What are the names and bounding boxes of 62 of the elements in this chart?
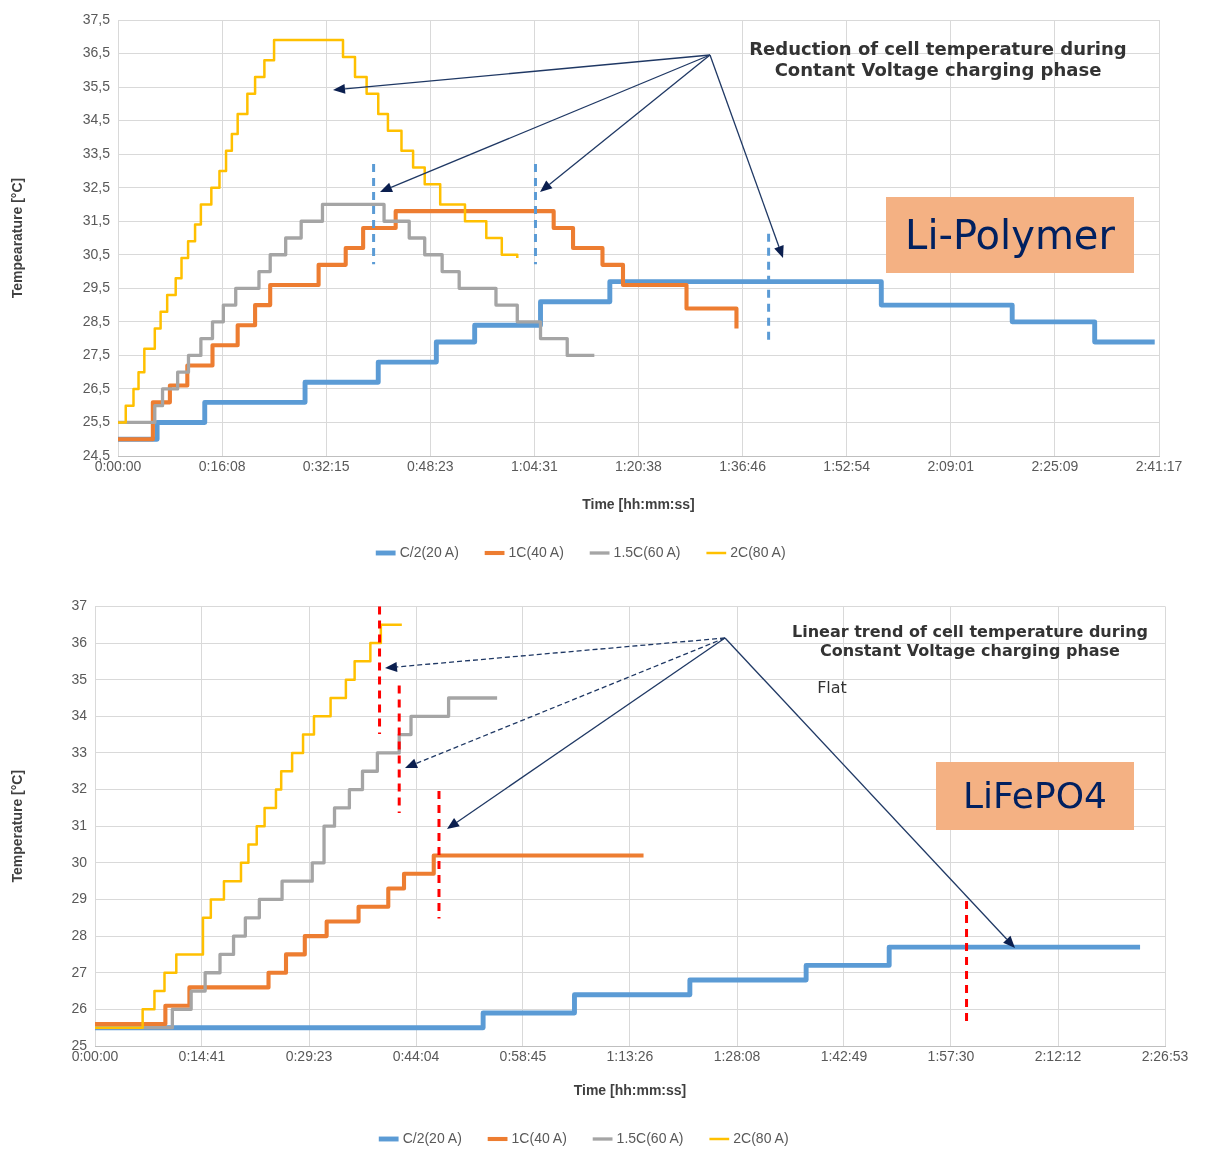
annotation: Reduction of cell temperature during Contant Voltage charging phase: [748, 38, 1128, 80]
y-tick-label: 36,5: [82, 44, 111, 61]
x-tick-label: 1:52:54: [823, 458, 871, 475]
y-tick-label: 35,5: [82, 77, 111, 94]
x-axis-title: Time [hh:mm:ss]: [582, 496, 695, 513]
x-tick-label: 0:32:15: [302, 458, 350, 475]
y-axis-title: Temperature [°C]: [9, 769, 26, 883]
annotation: Flat: [816, 678, 848, 697]
y-tick-label: 25,5: [82, 413, 111, 430]
x-tick-label: 1:57:30: [927, 1048, 975, 1065]
legend-label: 2C(80 A): [733, 1129, 789, 1146]
annotation: LiFePO4: [936, 762, 1134, 830]
y-tick-label: 29: [71, 890, 88, 907]
legend-label: 2C(80 A): [730, 543, 786, 560]
y-tick-label: 32,5: [82, 178, 111, 195]
x-tick-label: 0:16:08: [198, 458, 246, 475]
annotation: Linear trend of cell temperature during Constant Voltage charging phase: [791, 622, 1149, 660]
x-tick-label: 2:26:53: [1141, 1048, 1189, 1065]
legend-label: C/2(20 A): [402, 1129, 462, 1146]
y-tick-label: 27: [71, 963, 88, 980]
y-tick-label: 31,5: [82, 212, 111, 229]
x-tick-label: 0:48:23: [406, 458, 454, 475]
y-tick-label: 34: [71, 707, 88, 724]
y-tick-label: 32: [71, 780, 88, 797]
y-tick-label: 30: [71, 853, 88, 870]
y-tick-label: 26: [71, 1000, 88, 1017]
x-tick-label: 1:36:46: [719, 458, 767, 475]
y-axis-title: Tempearature [°C]: [9, 177, 26, 299]
y-tick-label: 31: [71, 817, 88, 834]
x-tick-label: 2:09:01: [927, 458, 975, 475]
y-tick-label: 28,5: [82, 312, 111, 329]
y-tick-label: 27,5: [82, 346, 111, 363]
legend-label: C/2(20 A): [399, 543, 459, 560]
y-tick-label: 28: [71, 926, 88, 943]
x-tick-label: 1:42:49: [820, 1048, 868, 1065]
legend-label: 1.5C(60 A): [613, 543, 681, 560]
y-tick-label: 33,5: [82, 145, 111, 162]
y-tick-label: 30,5: [82, 245, 111, 262]
x-tick-label: 2:41:17: [1135, 458, 1183, 475]
legend-label: 1.5C(60 A): [616, 1129, 684, 1146]
y-tick-label: 35: [71, 670, 88, 687]
x-tick-label: 1:04:31: [511, 458, 558, 475]
y-tick-label: 36: [71, 633, 88, 650]
x-tick-label: 1:13:26: [606, 1048, 654, 1065]
y-tick-label: 33: [71, 743, 88, 760]
y-tick-label: 37,5: [82, 10, 111, 27]
y-tick-label: 26,5: [82, 379, 111, 396]
x-tick-label: 1:28:08: [713, 1048, 761, 1065]
x-tick-label: 0:14:41: [178, 1048, 226, 1065]
x-tick-label: 0:29:23: [285, 1048, 333, 1065]
y-tick-label: 34,5: [82, 111, 111, 128]
x-tick-label: 0:44:04: [392, 1048, 440, 1065]
y-tick-label: 37: [71, 597, 88, 614]
annotation: Li-Polymer: [886, 197, 1134, 273]
x-tick-label: 2:12:12: [1034, 1048, 1082, 1065]
legend-label: 1C(40 A): [508, 543, 564, 560]
y-tick-label: 29,5: [82, 279, 111, 296]
x-tick-label: 0:58:45: [499, 1048, 547, 1065]
x-axis-title: Time [hh:mm:ss]: [573, 1082, 687, 1099]
x-tick-label: 1:20:38: [615, 458, 663, 475]
x-tick-label: 2:25:09: [1031, 458, 1079, 475]
legend-label: 1C(40 A): [511, 1129, 567, 1146]
